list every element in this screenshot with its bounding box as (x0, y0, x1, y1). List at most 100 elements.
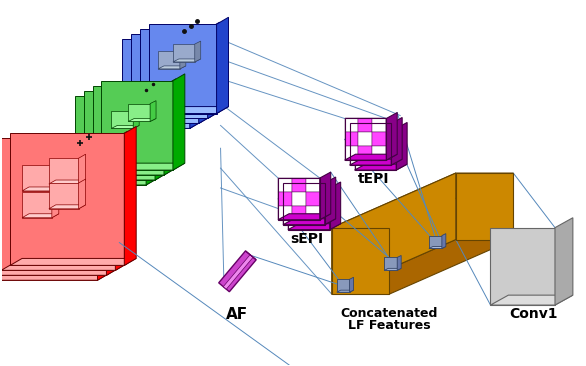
Polygon shape (190, 32, 202, 128)
Polygon shape (382, 128, 396, 142)
Polygon shape (429, 247, 446, 249)
Polygon shape (79, 154, 86, 184)
Text: sEPI: sEPI (290, 232, 323, 246)
Polygon shape (382, 156, 396, 170)
Polygon shape (350, 137, 363, 151)
Polygon shape (332, 173, 456, 294)
Polygon shape (397, 255, 401, 270)
Polygon shape (320, 172, 331, 220)
Polygon shape (377, 123, 391, 137)
Polygon shape (140, 112, 220, 119)
Polygon shape (131, 116, 210, 123)
Polygon shape (158, 66, 186, 69)
Polygon shape (292, 206, 306, 220)
Polygon shape (311, 211, 325, 225)
Polygon shape (316, 216, 330, 229)
Polygon shape (363, 137, 377, 151)
Polygon shape (297, 183, 311, 197)
Polygon shape (180, 48, 186, 69)
Polygon shape (377, 137, 391, 151)
Polygon shape (345, 132, 359, 146)
Polygon shape (124, 126, 136, 265)
Polygon shape (10, 133, 124, 265)
Polygon shape (302, 188, 316, 202)
Polygon shape (107, 137, 118, 275)
Polygon shape (442, 234, 446, 249)
Polygon shape (355, 164, 407, 170)
Text: Conv1: Conv1 (509, 307, 557, 321)
Polygon shape (97, 141, 110, 280)
Polygon shape (345, 154, 397, 160)
Polygon shape (355, 142, 369, 156)
Polygon shape (306, 192, 320, 206)
Polygon shape (22, 192, 52, 218)
Polygon shape (363, 123, 377, 137)
Polygon shape (49, 180, 86, 184)
Polygon shape (22, 214, 59, 218)
Polygon shape (369, 156, 382, 170)
Polygon shape (149, 24, 217, 113)
Polygon shape (128, 119, 156, 122)
Polygon shape (302, 216, 316, 229)
Polygon shape (84, 173, 167, 180)
Polygon shape (149, 107, 229, 113)
Polygon shape (325, 177, 336, 225)
Polygon shape (288, 224, 340, 229)
Polygon shape (350, 123, 363, 137)
Polygon shape (359, 119, 372, 132)
Polygon shape (306, 178, 320, 192)
Polygon shape (101, 163, 185, 170)
Polygon shape (122, 122, 202, 128)
Polygon shape (0, 268, 118, 275)
Polygon shape (146, 89, 158, 185)
Polygon shape (115, 131, 127, 270)
Polygon shape (350, 151, 363, 165)
Polygon shape (386, 112, 397, 160)
Polygon shape (345, 146, 359, 160)
Polygon shape (297, 197, 311, 211)
Polygon shape (377, 151, 391, 165)
Polygon shape (219, 251, 256, 292)
Polygon shape (369, 142, 382, 156)
Polygon shape (490, 228, 555, 305)
Polygon shape (84, 91, 155, 180)
Polygon shape (122, 39, 190, 128)
Polygon shape (369, 128, 382, 142)
Polygon shape (391, 117, 402, 165)
Polygon shape (288, 188, 302, 202)
Polygon shape (382, 142, 396, 156)
Polygon shape (359, 146, 372, 160)
Polygon shape (199, 27, 210, 123)
Polygon shape (128, 104, 150, 122)
Polygon shape (49, 205, 86, 209)
Polygon shape (207, 22, 220, 119)
Polygon shape (283, 211, 297, 225)
Polygon shape (155, 84, 167, 180)
Polygon shape (1, 264, 127, 270)
Polygon shape (49, 183, 79, 209)
Polygon shape (359, 132, 372, 146)
Polygon shape (490, 295, 573, 305)
Polygon shape (223, 255, 253, 289)
Polygon shape (111, 126, 139, 128)
Polygon shape (372, 119, 386, 132)
Polygon shape (173, 59, 201, 62)
Polygon shape (456, 173, 513, 240)
Polygon shape (52, 188, 59, 218)
Polygon shape (278, 206, 292, 220)
Polygon shape (337, 279, 350, 292)
Polygon shape (337, 290, 353, 292)
Polygon shape (10, 258, 136, 265)
Polygon shape (288, 216, 302, 229)
Polygon shape (292, 192, 306, 206)
Text: tEPI: tEPI (357, 172, 389, 186)
Polygon shape (217, 17, 229, 113)
Text: Concatenated: Concatenated (340, 307, 438, 320)
Polygon shape (0, 148, 97, 280)
Polygon shape (384, 268, 401, 270)
Polygon shape (372, 132, 386, 146)
Polygon shape (150, 101, 156, 122)
Polygon shape (283, 197, 297, 211)
Polygon shape (306, 206, 320, 220)
Polygon shape (372, 146, 386, 160)
